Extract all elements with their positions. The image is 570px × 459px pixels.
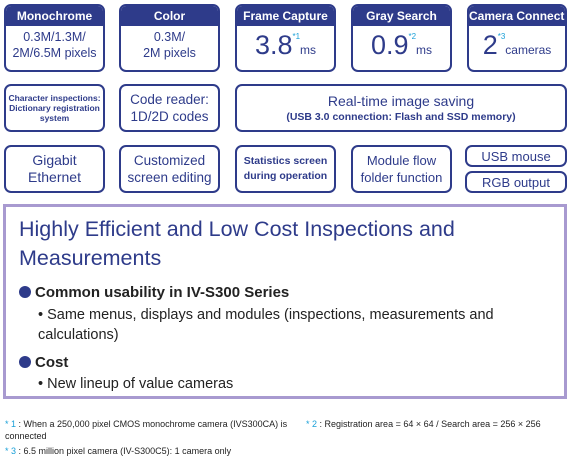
- cost-bullet: • New lineup of value cameras: [38, 376, 234, 392]
- custom-screen-line1: Customized: [133, 153, 206, 168]
- footnote-1: * 1 : When a 250,000 pixel CMOS monochro…: [5, 418, 300, 442]
- cost-heading-text: Cost: [35, 354, 69, 371]
- summary-panel: Highly Efficient and Low Cost Inspection…: [3, 204, 567, 399]
- character-inspections-line1: Character inspections:: [8, 93, 101, 103]
- footnote-3-ref: * 3: [5, 446, 17, 456]
- bullet-dot-icon: [19, 286, 31, 298]
- character-inspections-line2: Dictionary registration: [9, 103, 100, 113]
- camera-connection-unit: cameras: [505, 43, 552, 57]
- section-usability-heading: Common usability in IV-S300 Series: [19, 284, 289, 301]
- panel-title: Highly Efficient and Low Cost Inspection…: [19, 217, 455, 270]
- spec-camera-connection-title: Camera Connection: [469, 6, 565, 26]
- code-reader-line1: Code reader:: [130, 92, 209, 107]
- footnote-3: * 3 : 6.5 million pixel camera (IV-S300C…: [5, 445, 405, 457]
- section-cost-heading: Cost: [19, 354, 68, 371]
- spec-monochrome: Monochrome 0.3M/1.3M/ 2M/6.5M pixels: [4, 4, 105, 72]
- usability-heading-text: Common usability in IV-S300 Series: [35, 284, 290, 301]
- spec-frame-capture: Frame Capture 3.8*1 ms: [235, 4, 336, 72]
- frame-capture-unit: ms: [300, 43, 317, 57]
- rgb-output-label: RGB output: [482, 174, 550, 190]
- realtime-saving-detail: (USB 3.0 connection: Flash and SSD memor…: [286, 111, 516, 123]
- statistics-line2: during operation: [243, 170, 328, 182]
- camera-connection-value: 2: [482, 30, 498, 60]
- camera-connection-note-ref: *3: [497, 32, 506, 41]
- spec-monochrome-line1: 0.3M/1.3M/: [23, 30, 86, 44]
- spec-color: Color 0.3M/ 2M pixels: [119, 4, 220, 72]
- footnote-1-text: : When a 250,000 pixel CMOS monochrome c…: [5, 419, 288, 441]
- spec-frame-capture-title: Frame Capture: [237, 6, 334, 26]
- footnote-3-text: : 6.5 million pixel camera (IV-S300C5): …: [18, 446, 232, 456]
- footnote-1-ref: * 1: [5, 419, 17, 429]
- spec-color-line2: 2M pixels: [143, 46, 196, 60]
- character-inspections-line3: system: [39, 113, 70, 123]
- module-flow-line2: folder function: [360, 170, 443, 185]
- realtime-saving-title: Real-time image saving: [327, 93, 475, 109]
- custom-screen-line2: screen editing: [127, 170, 212, 185]
- feature-gigabit-ethernet: Gigabit Ethernet: [4, 145, 105, 193]
- spec-color-title: Color: [121, 6, 218, 26]
- spec-monochrome-line2: 2M/6.5M pixels: [12, 46, 97, 60]
- footnote-2-ref: * 2: [306, 419, 318, 429]
- gray-search-unit: ms: [416, 43, 433, 57]
- spec-gray-search: Gray Search 0.9*2 ms: [351, 4, 452, 72]
- gigabit-line1: Gigabit: [32, 152, 77, 168]
- spec-color-line1: 0.3M/: [153, 30, 186, 44]
- gray-search-note-ref: *2: [408, 32, 417, 41]
- frame-capture-value: 3.8: [254, 30, 293, 60]
- feature-rgb-output: RGB output: [465, 171, 567, 193]
- spec-camera-connection: Camera Connection 2*3 cameras: [467, 4, 567, 72]
- feature-usb-mouse: USB mouse: [465, 145, 567, 167]
- feature-module-flow: Module flow folder function: [351, 145, 452, 193]
- feature-realtime-image-saving: Real-time image saving (USB 3.0 connecti…: [235, 84, 567, 132]
- statistics-line1: Statistics screen: [243, 155, 328, 167]
- bullet-dot-icon: [19, 356, 31, 368]
- feature-customized-screen: Customized screen editing: [119, 145, 220, 193]
- code-reader-line2: 1D/2D codes: [130, 109, 209, 124]
- usability-bullet: • Same menus, displays and modules (insp…: [38, 307, 494, 343]
- frame-capture-note-ref: *1: [292, 32, 301, 41]
- feature-character-inspections: Character inspections: Dictionary regist…: [4, 84, 105, 132]
- gigabit-line2: Ethernet: [28, 169, 81, 185]
- module-flow-line1: Module flow: [366, 153, 437, 168]
- footnote-2-text: : Registration area = 64 × 64 / Search a…: [319, 419, 541, 429]
- feature-statistics-screen: Statistics screen during operation: [235, 145, 336, 193]
- spec-monochrome-title: Monochrome: [6, 6, 103, 26]
- spec-gray-search-title: Gray Search: [353, 6, 450, 26]
- usb-mouse-label: USB mouse: [481, 148, 551, 164]
- feature-code-reader: Code reader: 1D/2D codes: [119, 84, 220, 132]
- gray-search-value: 0.9: [370, 30, 409, 60]
- footnote-2: * 2 : Registration area = 64 × 64 / Sear…: [306, 418, 568, 430]
